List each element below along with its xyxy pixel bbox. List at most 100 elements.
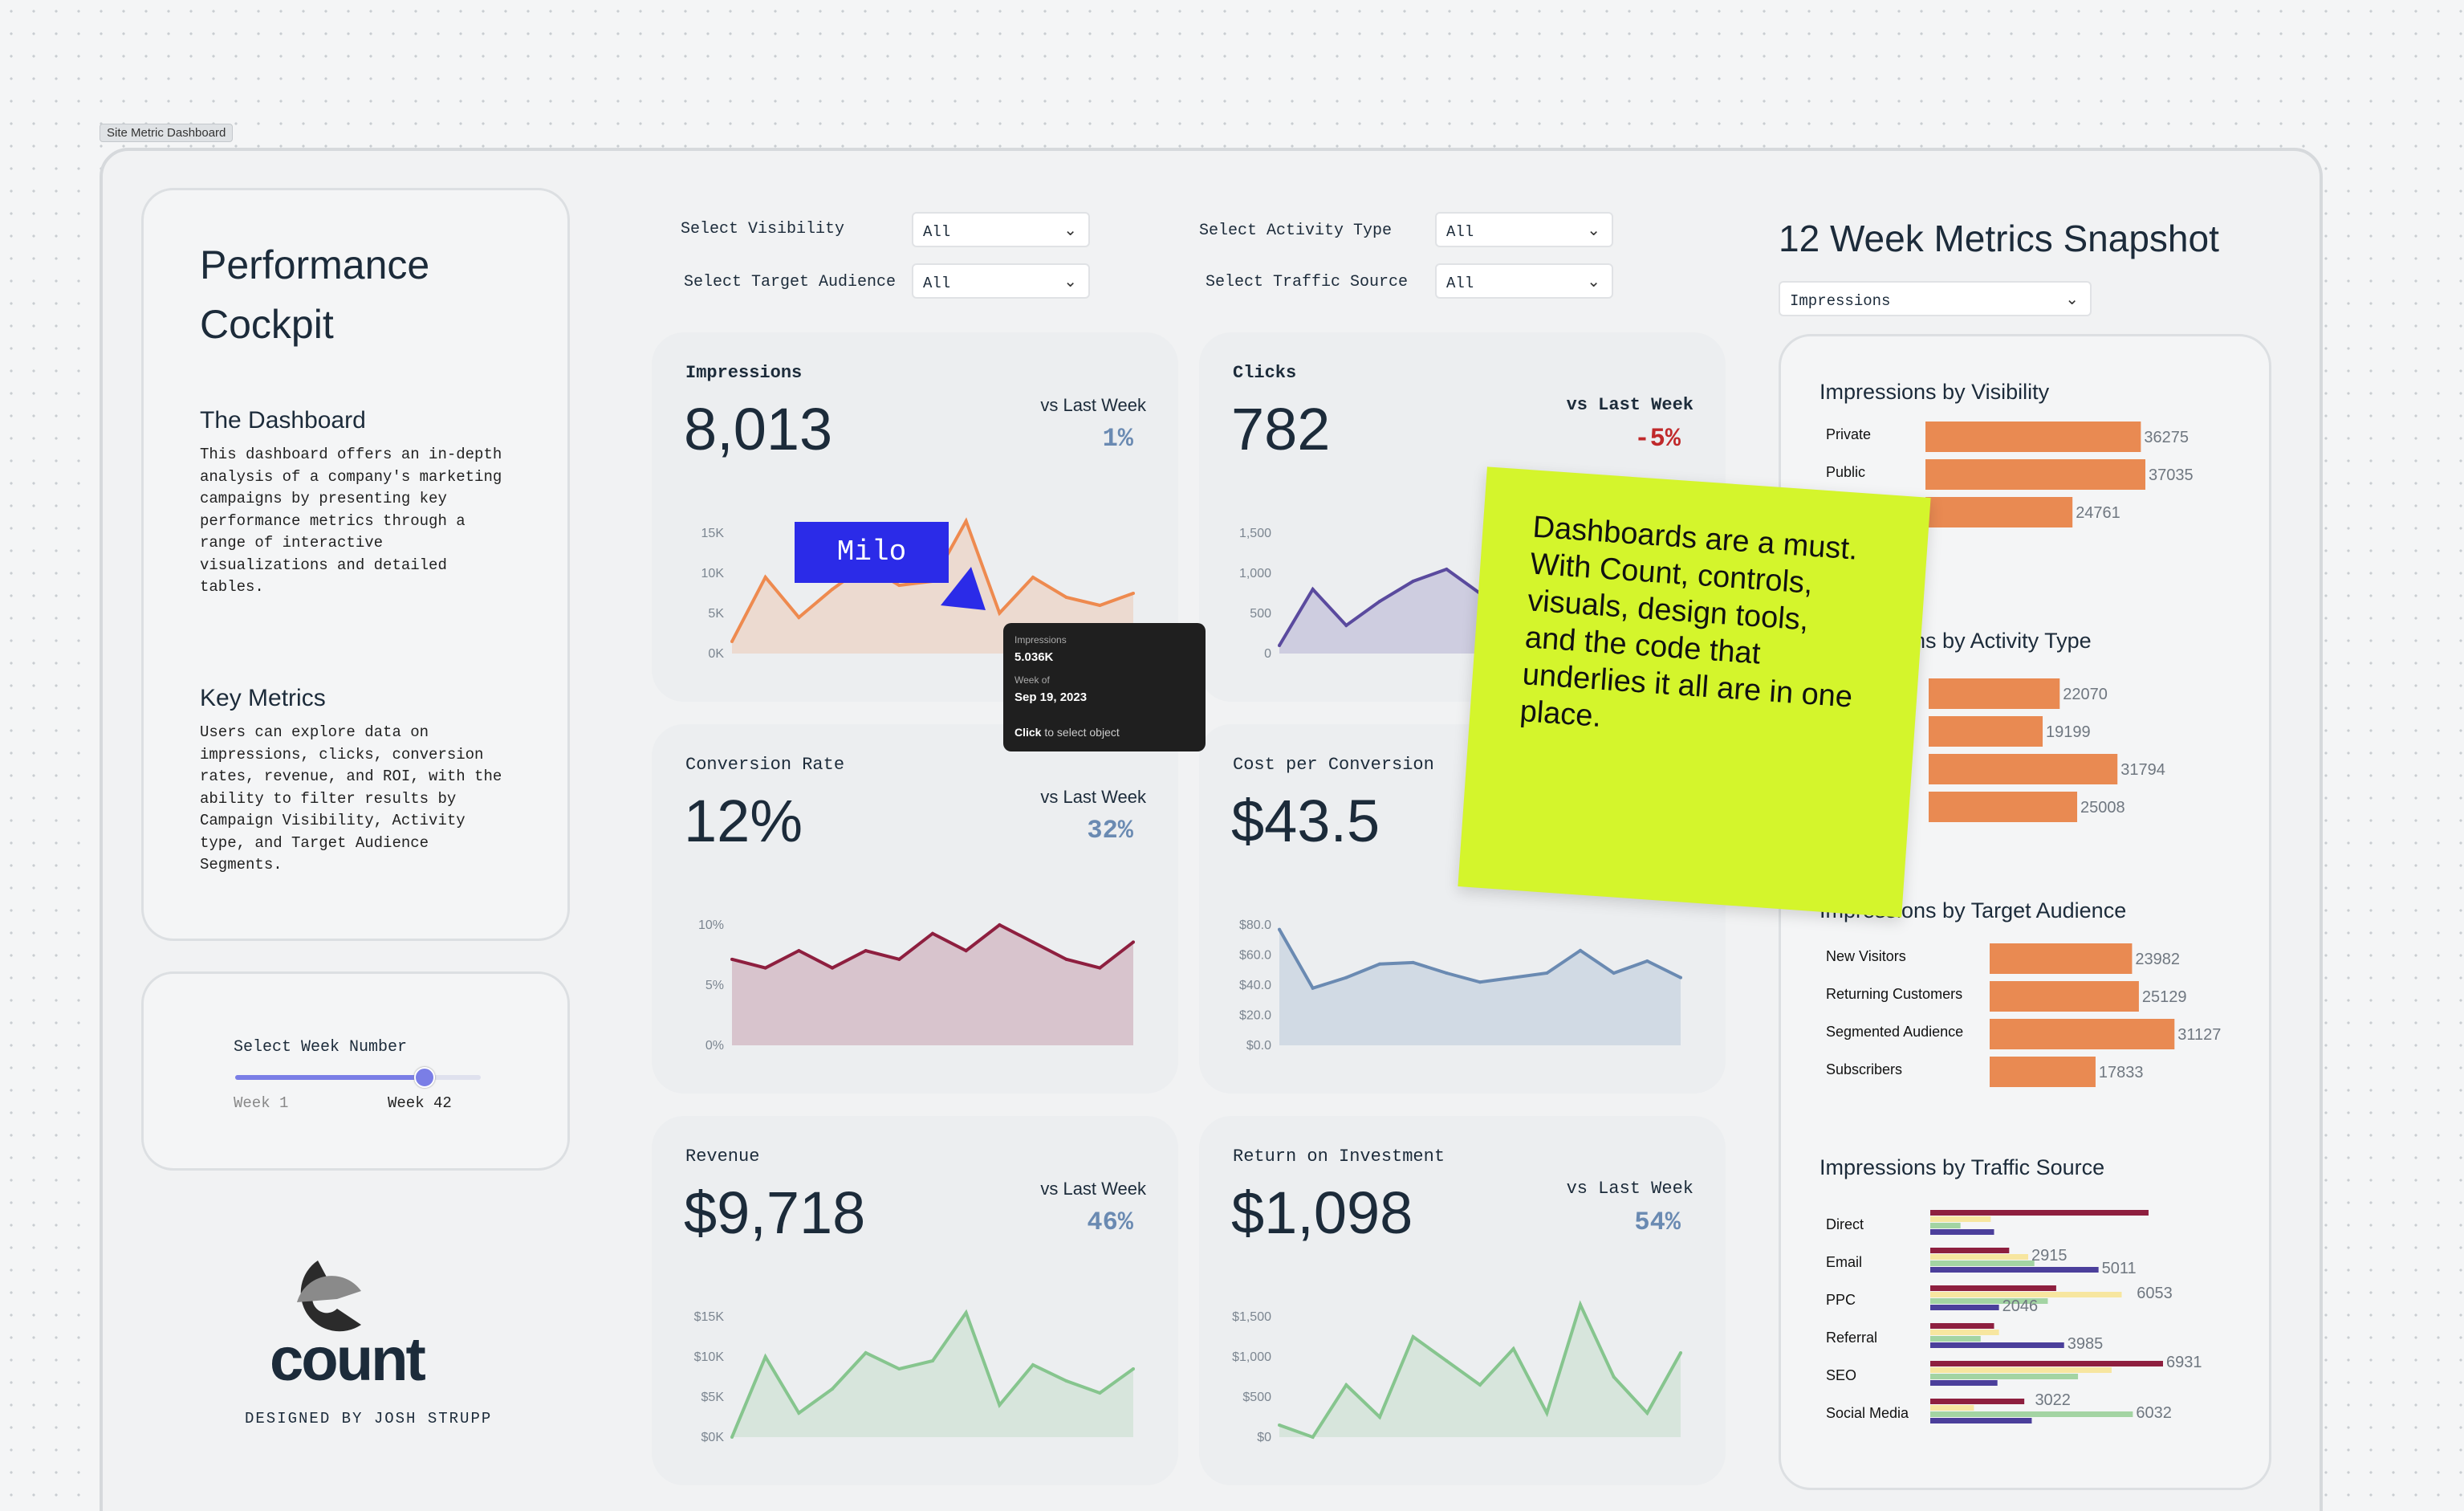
data-point[interactable] [1511,975,1515,980]
data-point[interactable] [1311,1436,1315,1439]
data-point[interactable] [1478,1383,1482,1387]
bar[interactable] [1930,1380,1998,1386]
data-point[interactable] [1612,971,1616,975]
bar[interactable] [1930,1374,2079,1379]
bar[interactable] [1930,1254,2028,1260]
data-point[interactable] [897,1367,901,1370]
bar[interactable] [1930,1229,1994,1235]
data-point[interactable] [763,966,767,970]
bar[interactable] [1930,1223,1961,1228]
data-point[interactable] [864,949,868,953]
data-point[interactable] [897,957,901,961]
data-point[interactable] [1064,1379,1068,1383]
data-point[interactable] [1344,1383,1348,1387]
data-point[interactable] [831,966,834,970]
data-point[interactable] [1679,1351,1682,1354]
data-point[interactable] [797,616,801,619]
data-point[interactable] [1411,960,1415,964]
bar[interactable] [1930,1210,2149,1216]
data-point[interactable] [1579,948,1582,952]
bar[interactable] [1929,678,2060,709]
data-point[interactable] [931,931,934,935]
data-point[interactable] [1278,644,1281,647]
data-point[interactable] [964,1311,968,1314]
data-point[interactable] [1098,966,1102,970]
data-point[interactable] [730,1436,734,1439]
data-point[interactable] [1545,1411,1549,1415]
data-point[interactable] [1311,588,1315,591]
visibility-select[interactable]: All ⌄ [912,212,1090,247]
bar[interactable] [1930,1323,1994,1329]
bar[interactable] [1990,1019,2175,1049]
bar[interactable] [1930,1267,2099,1273]
data-point[interactable] [998,923,1002,927]
revenue-card[interactable]: $15K $10K $5K $0K Revenue $9,718 vs Last We… [652,1116,1178,1485]
data-point[interactable] [1378,1415,1381,1419]
week-slider-track[interactable] [235,1067,481,1088]
data-point[interactable] [897,584,901,587]
data-point[interactable] [1311,986,1315,990]
data-point[interactable] [730,957,734,961]
data-point[interactable] [1679,975,1682,980]
bar[interactable] [1930,1216,1991,1222]
data-point[interactable] [998,611,1002,615]
audience-select[interactable]: All ⌄ [912,263,1090,299]
bar[interactable] [1925,422,2141,452]
bar[interactable] [1930,1399,2025,1404]
bar[interactable] [1990,981,2139,1012]
data-point[interactable] [763,1355,767,1358]
bar[interactable] [1930,1418,2032,1423]
bar[interactable] [1929,716,2043,747]
data-point[interactable] [1445,1359,1449,1362]
data-point[interactable] [797,1411,801,1415]
week-slider-thumb[interactable] [413,1067,435,1088]
data-point[interactable] [1645,959,1649,963]
data-point[interactable] [1445,568,1449,571]
bar[interactable] [1930,1305,1999,1310]
conversion-card[interactable]: 10% 5% 0% Conversion Rate 12% vs Last Week… [652,724,1178,1094]
data-point[interactable] [1545,971,1549,975]
data-point[interactable] [1645,1411,1649,1415]
bar[interactable] [1930,1336,1981,1342]
data-point[interactable] [1411,1335,1415,1338]
bar[interactable] [1930,1367,2112,1373]
bar[interactable] [1930,1405,1974,1411]
data-point[interactable] [931,1359,934,1362]
data-point[interactable] [831,588,834,591]
bar[interactable] [1930,1411,2133,1417]
data-point[interactable] [1031,576,1035,579]
data-point[interactable] [998,1403,1002,1407]
data-point[interactable] [1278,1423,1281,1427]
data-point[interactable] [1378,962,1381,966]
bar[interactable] [1925,497,2073,527]
bar[interactable] [1930,1292,2122,1297]
data-point[interactable] [831,1387,834,1391]
data-point[interactable] [797,949,801,953]
bar[interactable] [1930,1248,2010,1253]
data-point[interactable] [1098,1391,1102,1395]
bar[interactable] [1930,1285,2056,1291]
data-point[interactable] [1064,596,1068,599]
bar[interactable] [1990,1057,2096,1087]
bar[interactable] [1929,754,2118,784]
bar[interactable] [1930,1342,2064,1348]
data-point[interactable] [964,519,968,523]
data-point[interactable] [1344,975,1348,980]
data-point[interactable] [1031,1363,1035,1366]
data-point[interactable] [1098,604,1102,607]
data-point[interactable] [1031,940,1035,944]
data-point[interactable] [1132,1367,1135,1370]
data-point[interactable] [730,640,734,643]
data-point[interactable] [1344,624,1348,627]
data-point[interactable] [1378,600,1381,603]
sticky-note[interactable]: Dashboards are a must. With Count, contr… [1458,466,1931,918]
traffic-select[interactable]: All ⌄ [1435,263,1613,299]
data-point[interactable] [1445,971,1449,975]
bar[interactable] [1990,943,2133,974]
data-point[interactable] [864,1351,868,1354]
bar[interactable] [1930,1361,2163,1366]
metric-select[interactable]: Impressions ⌄ [1779,281,2092,316]
data-point[interactable] [1579,1303,1582,1306]
data-point[interactable] [1478,980,1482,984]
data-point[interactable] [964,949,968,953]
